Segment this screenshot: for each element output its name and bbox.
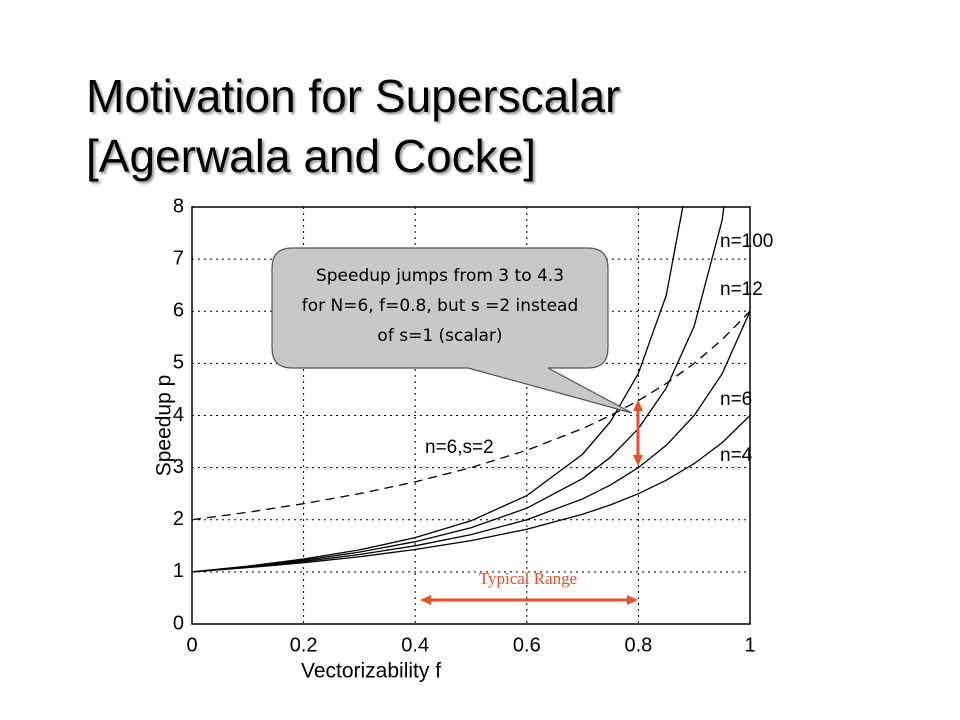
- plot: 0 0.2 0.4 0.6 0.8 1 0 1 2 3 4 5 6 7 8 Vectorizability f…: [153, 195, 774, 683]
- x-axis-label: Vectorizability f: [301, 660, 441, 683]
- curve-label: n=100: [720, 231, 773, 252]
- y-axis-label: Speedup p: [153, 375, 176, 477]
- range-label: Typical Range: [479, 569, 577, 588]
- x-tick-label: 0.8: [624, 634, 652, 656]
- y-tick-label: 8: [173, 195, 184, 217]
- curve: [192, 207, 725, 573]
- y-tick-label: 0: [173, 612, 184, 634]
- y-tick-label: 3: [173, 456, 184, 478]
- x-tick-label: 0: [186, 634, 197, 656]
- callout-box: [271, 247, 633, 414]
- x-tick-label: 1: [744, 634, 755, 656]
- callout-text: Speedup jumps from 3 to 4.3: [316, 266, 564, 286]
- curve-label: n=4: [720, 445, 753, 466]
- slide-title: Motivation for Superscalar: [86, 70, 620, 122]
- curve-label: n=6: [720, 389, 752, 410]
- y-tick-label: 4: [173, 404, 184, 426]
- curve: [192, 207, 684, 573]
- curves: [192, 207, 750, 573]
- x-tick-label: 0.2: [290, 634, 318, 656]
- callout-text: of s=1 (scalar): [377, 326, 502, 346]
- callout-text: for N=6, f=0.8, but s =2 instead: [302, 296, 578, 316]
- x-tick-label: 0.6: [513, 634, 541, 656]
- curve: [192, 310, 750, 521]
- curve-label: n=12: [720, 279, 763, 300]
- curve-label: n=6,s=2: [425, 437, 494, 458]
- curve: [192, 310, 750, 573]
- y-tick-label: 1: [173, 560, 184, 582]
- y-tick-label: 6: [173, 300, 184, 322]
- y-tick-label: 5: [173, 352, 184, 374]
- slide-title: [Agerwala and Cocke]: [86, 130, 536, 182]
- y-tick-label: 2: [173, 508, 184, 530]
- curve: [192, 415, 750, 573]
- x-tick-label: 0.4: [401, 634, 429, 656]
- arrows: [420, 400, 643, 605]
- y-tick-label: 7: [173, 247, 184, 269]
